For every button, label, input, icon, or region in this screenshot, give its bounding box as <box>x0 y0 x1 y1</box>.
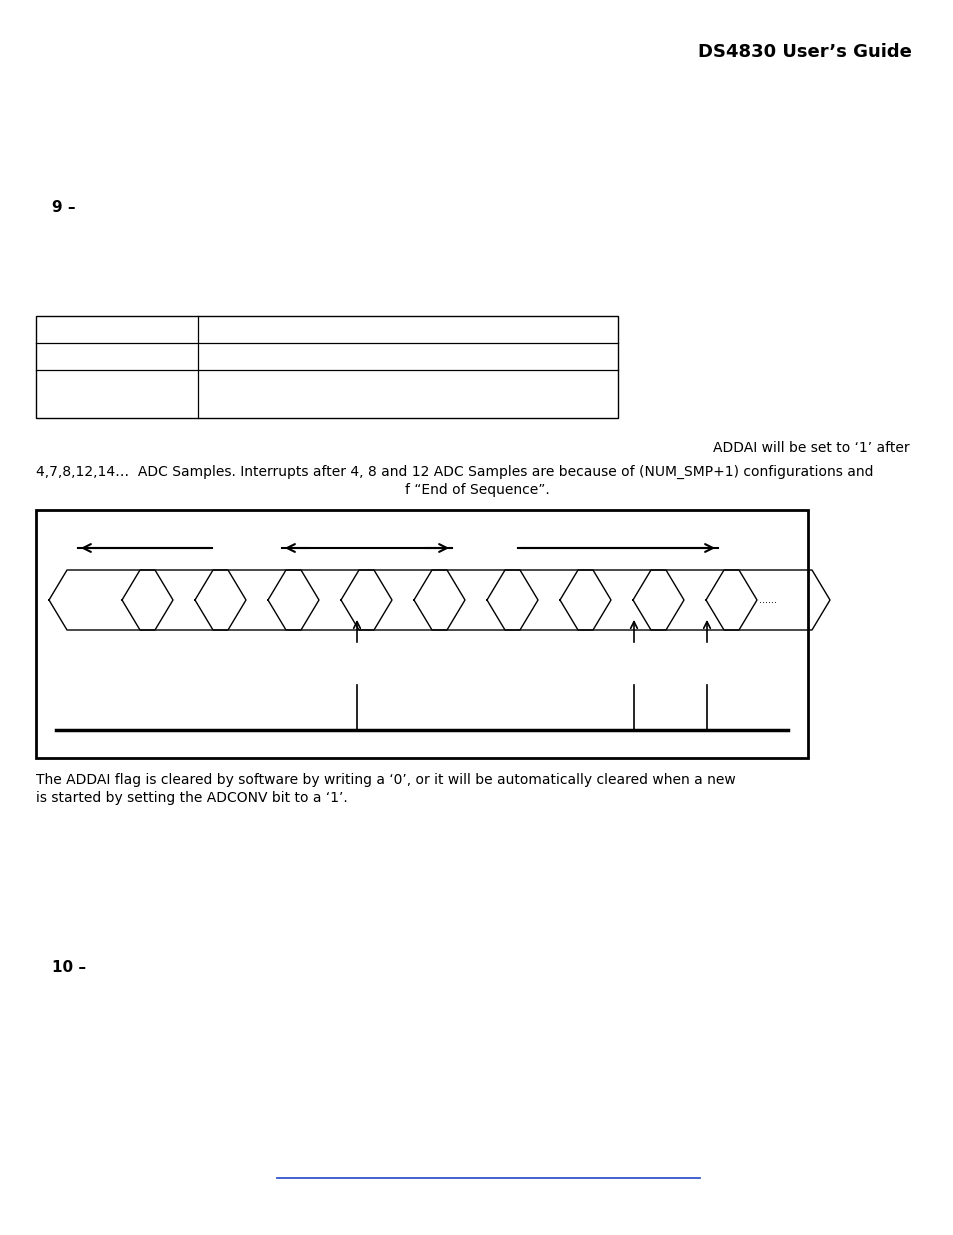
Text: ......: ...... <box>759 595 776 605</box>
Text: 4,7,8,12,14…  ADC Samples. Interrupts after 4, 8 and 12 ADC Samples are because : 4,7,8,12,14… ADC Samples. Interrupts aft… <box>36 464 873 479</box>
Text: 9 –: 9 – <box>52 200 75 215</box>
Text: 10 –: 10 – <box>52 961 86 976</box>
Text: The ADDAI flag is cleared by software by writing a ‘0’, or it will be automatica: The ADDAI flag is cleared by software by… <box>36 773 735 787</box>
Text: ADDAI will be set to ‘1’ after: ADDAI will be set to ‘1’ after <box>713 441 909 454</box>
Text: DS4830 User’s Guide: DS4830 User’s Guide <box>698 43 911 61</box>
Text: f “End of Sequence”.: f “End of Sequence”. <box>404 483 549 496</box>
Bar <box>36 510 807 758</box>
Text: is started by setting the ADCONV bit to a ‘1’.: is started by setting the ADCONV bit to … <box>36 790 348 805</box>
Bar <box>36 316 618 417</box>
